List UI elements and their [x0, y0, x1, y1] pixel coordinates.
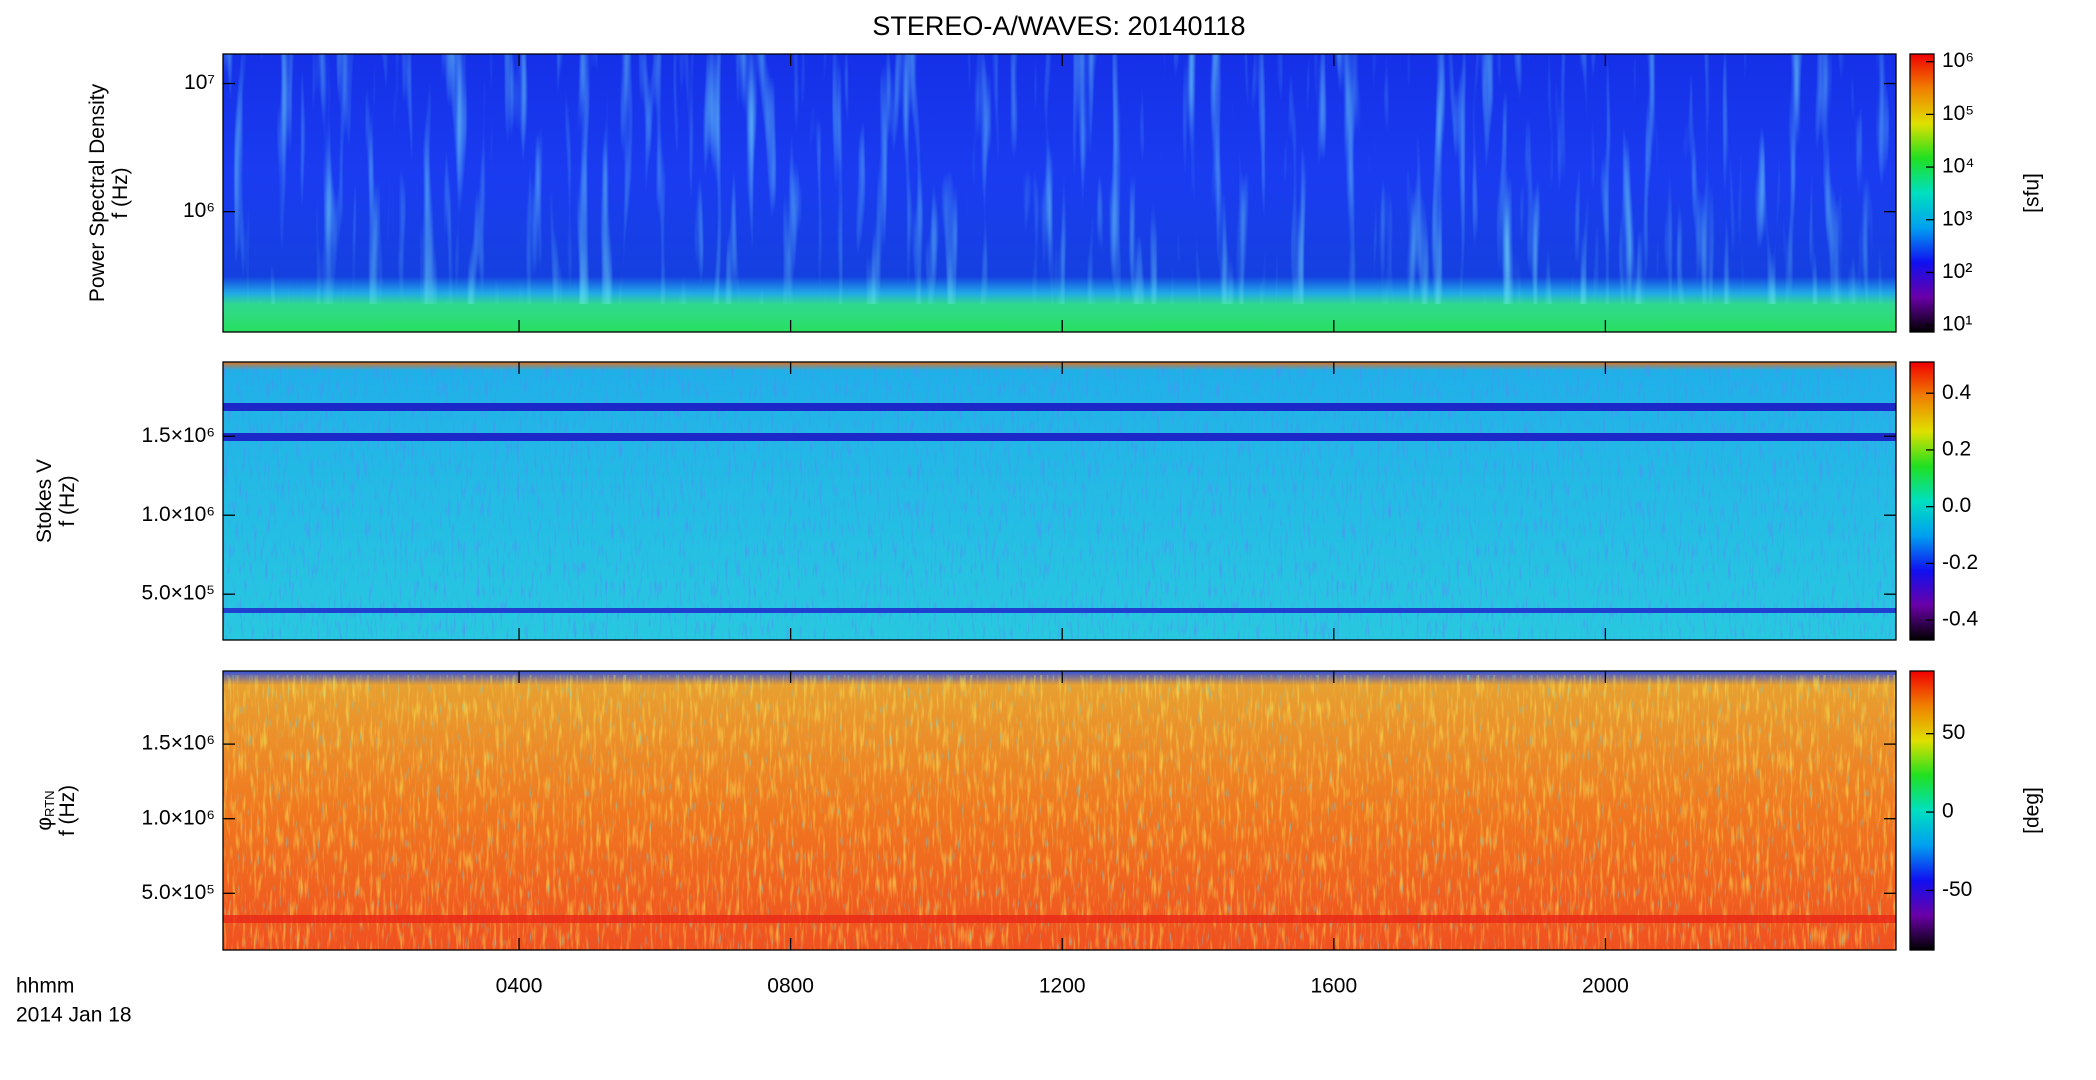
- colorbar-tick-label: 10²: [1942, 260, 1972, 283]
- colorbar-label: [deg]: [2021, 787, 2044, 834]
- y-axis-label-text: f (Hz): [109, 167, 132, 218]
- colorbar: [1909, 53, 1935, 333]
- colorbar-tick-label: 0: [1942, 800, 1954, 823]
- y-axis-label-text: Power Spectral Density: [86, 83, 109, 302]
- y-axis-label-text: Stokes V: [33, 459, 56, 543]
- colorbar-tick-label: 0.4: [1942, 381, 1972, 404]
- colorbar-tick-label: -0.2: [1942, 551, 1978, 574]
- colorbar-tick-label: 10³: [1942, 207, 1972, 230]
- colorbar-tick-label: 10⁴: [1942, 155, 1974, 178]
- x-tick-label: 0800: [767, 975, 814, 998]
- y-tick-label: 10⁷: [184, 71, 215, 94]
- time-axis-label: 2014 Jan 18: [16, 1004, 132, 1027]
- y-axis-label: Power Spectral Density: [86, 83, 109, 302]
- x-tick-label: 0400: [496, 975, 543, 998]
- y-tick-label: 1.0×10⁶: [142, 806, 215, 829]
- x-tick-label: 1200: [1039, 975, 1086, 998]
- colorbar-tick-label: -50: [1942, 878, 1972, 901]
- x-tick-label: 2000: [1582, 975, 1629, 998]
- time-axis-label: hhmm: [16, 975, 74, 998]
- y-tick-label: 1.5×10⁶: [142, 732, 215, 755]
- colorbar: [1909, 361, 1935, 641]
- chart-title: STEREO-A/WAVES: 20140118: [872, 11, 1245, 41]
- spectrogram-image: [223, 54, 1896, 950]
- y-axis-label: φRTN: [33, 790, 58, 830]
- y-tick-label: 5.0×10⁵: [141, 881, 215, 904]
- plot-frame: [222, 670, 1897, 951]
- y-tick-label: 1.0×10⁶: [142, 503, 215, 526]
- y-axis-label-text: f (Hz): [56, 785, 79, 836]
- colorbar-tick-label: 50: [1942, 721, 1965, 744]
- y-tick-label: 1.5×10⁶: [142, 424, 215, 447]
- y-axis-label-text: f (Hz): [56, 475, 79, 526]
- colorbar-tick-label: -0.4: [1942, 608, 1979, 631]
- y-tick-label: 10⁶: [183, 199, 215, 222]
- colorbar-tick-label: 0.2: [1942, 437, 1971, 460]
- y-axis-label-sub: RTN: [42, 790, 57, 816]
- colorbar-tick-label: 10⁵: [1942, 102, 1974, 125]
- y-axis-label-text: φ: [33, 817, 56, 831]
- plot-frame: [222, 361, 1897, 641]
- y-axis-label: f (Hz): [109, 167, 132, 218]
- y-axis-label: Stokes V: [33, 459, 56, 543]
- colorbar-tick-label: 10¹: [1942, 313, 1972, 336]
- colorbar-tick-label: 10⁶: [1942, 49, 1974, 72]
- x-tick-label: 1600: [1310, 975, 1357, 998]
- plot-frame: [222, 53, 1897, 333]
- colorbar-label: [sfu]: [2021, 173, 2044, 213]
- colorbar-tick-label: 0.0: [1942, 494, 1971, 517]
- y-tick-label: 5.0×10⁵: [141, 582, 215, 605]
- colorbar: [1909, 670, 1935, 951]
- y-axis-label: f (Hz): [56, 785, 79, 836]
- y-axis-label: f (Hz): [56, 475, 79, 526]
